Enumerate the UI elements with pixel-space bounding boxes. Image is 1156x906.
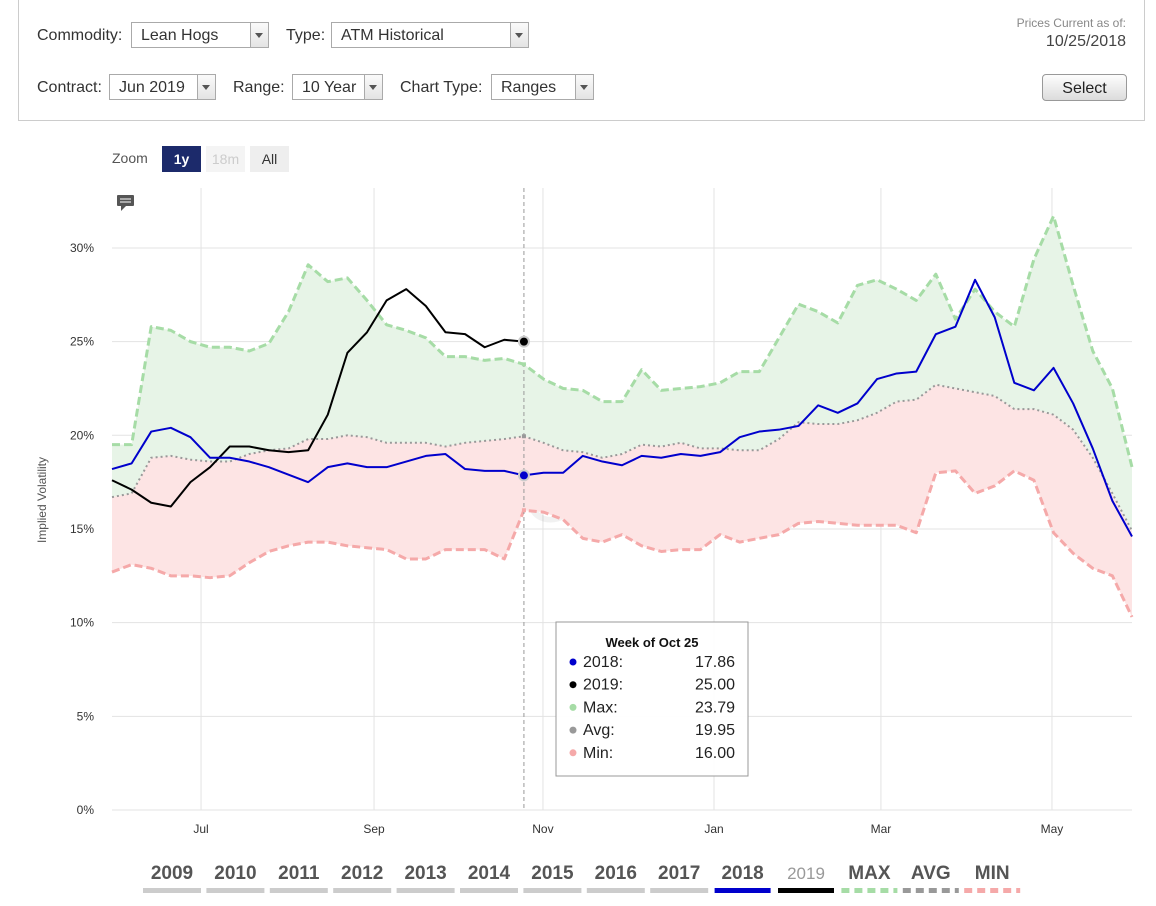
y-tick-label: 20%: [70, 428, 94, 442]
legend-swatch: [650, 888, 709, 893]
tooltip-value: 17.86: [695, 654, 735, 671]
legend-swatch: [586, 888, 645, 893]
tooltip-value: 19.95: [695, 722, 735, 739]
zoom-label: Zoom: [112, 150, 148, 166]
type-label: Type:: [286, 27, 326, 44]
hover-marker: [521, 434, 526, 439]
commodity-select[interactable]: Lean Hogs: [131, 22, 269, 48]
prices-date: 10/25/2018: [1045, 33, 1126, 50]
commodity-value: Lean Hogs: [141, 27, 219, 44]
legend-label: 2016: [595, 863, 637, 884]
y-tick-label: 15%: [70, 522, 94, 536]
tooltip-label: Max:: [583, 699, 618, 716]
x-tick-label: Jan: [704, 822, 723, 836]
tooltip-label: Min:: [583, 745, 613, 762]
range-band: [112, 384, 1132, 618]
annotation-icon[interactable]: [117, 195, 134, 211]
legend-swatch: [206, 888, 265, 893]
legend-label: 2017: [658, 863, 700, 884]
y-tick-label: 0%: [77, 803, 95, 817]
range-label: Range:: [233, 79, 285, 96]
tooltip-label: 2018:: [583, 654, 623, 671]
y-tick-label: 25%: [70, 335, 94, 349]
legend-label: 2013: [404, 863, 446, 884]
y-tick-label: 5%: [77, 709, 95, 723]
tooltip-title: Week of Oct 25: [606, 635, 699, 650]
x-tick-label: Jul: [193, 822, 208, 836]
range-select[interactable]: 10 Year: [292, 74, 383, 100]
chart-type-value: Ranges: [501, 79, 557, 96]
legend-label: 2018: [721, 863, 763, 884]
tooltip-label: 2019:: [583, 677, 623, 694]
contract-value: Jun 2019: [119, 79, 185, 96]
legend-label: 2019: [787, 864, 825, 883]
tooltip-value: 25.00: [695, 677, 735, 694]
legend-swatch: [523, 888, 582, 893]
tooltip-bullet: [569, 703, 577, 711]
legend-swatch: [143, 888, 201, 893]
legend-swatch: [333, 888, 392, 893]
y-axis-label: Implied Volatility: [35, 457, 49, 543]
prices-label: Prices Current as of:: [1016, 16, 1126, 30]
legend-label: AVG: [911, 863, 951, 884]
tooltip-bullet: [569, 658, 577, 666]
legend-swatch: [396, 888, 455, 893]
tooltip: Week of Oct 25 2018: 17.86 2019: 25.00 Max: 23…: [555, 621, 749, 777]
commodity-label: Commodity:: [37, 27, 123, 44]
legend-label: 2015: [531, 863, 574, 884]
select-button[interactable]: Select: [1042, 74, 1127, 101]
series-line: [111, 469, 1134, 618]
legend-swatch: [460, 888, 518, 893]
y-tick-label: 10%: [70, 616, 94, 630]
hover-marker: [521, 362, 526, 367]
y-tick-label: 30%: [70, 241, 94, 255]
contract-select[interactable]: Jun 2019: [109, 74, 216, 100]
legend-label: 2014: [468, 863, 511, 884]
zoom-button[interactable]: 18m: [206, 146, 245, 172]
legend-label: MAX: [848, 863, 891, 884]
tooltip-bullet: [569, 681, 577, 689]
hover-marker: [517, 469, 530, 482]
chart-type-select[interactable]: Ranges: [491, 74, 594, 100]
tooltip-bullet: [569, 749, 577, 757]
chart-type-label: Chart Type:: [400, 79, 483, 96]
legend-label: 2012: [341, 863, 383, 884]
x-tick-label: Nov: [532, 822, 553, 836]
tooltip-label: Avg:: [583, 722, 615, 739]
tooltip-box: [555, 621, 749, 777]
legend-swatch: [269, 888, 328, 893]
zoom-button[interactable]: All: [250, 146, 289, 172]
range-value: 10 Year: [302, 79, 357, 96]
legend-label: 2009: [151, 863, 193, 884]
series-line: [111, 383, 1133, 532]
tooltip-bullet: [569, 726, 577, 734]
series-line: [111, 278, 1133, 537]
x-tick-label: May: [1041, 822, 1064, 836]
hover-marker: [521, 508, 526, 513]
contract-label: Contract:: [37, 79, 102, 96]
range-band: [112, 216, 1132, 531]
legend-label: 2011: [278, 863, 320, 884]
tooltip-value: 23.79: [695, 699, 735, 716]
tooltip-value: 16.00: [695, 745, 735, 762]
hover-marker: [517, 335, 530, 348]
legend-label: 2010: [214, 863, 256, 884]
type-select[interactable]: ATM Historical: [331, 22, 529, 48]
control-panel: [18, 0, 1145, 121]
x-tick-label: Sep: [363, 822, 385, 836]
x-tick-label: Mar: [871, 822, 892, 836]
legend-label: MIN: [975, 863, 1010, 884]
type-value: ATM Historical: [341, 27, 444, 44]
zoom-button[interactable]: 1y: [162, 146, 201, 172]
series-line: [111, 288, 525, 508]
